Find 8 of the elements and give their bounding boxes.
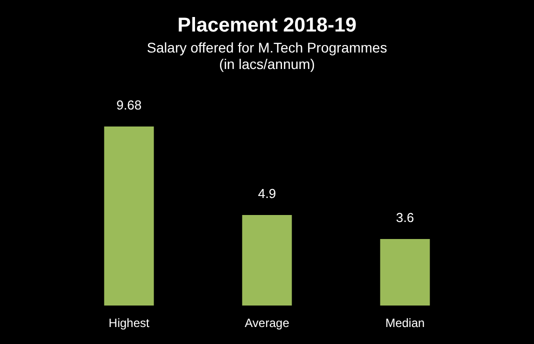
chart-title: Placement 2018-19 (177, 14, 357, 37)
x-tick-label: Average (244, 316, 290, 330)
x-tick-label: Median (385, 316, 425, 330)
x-tick-label: Highest (108, 316, 150, 330)
chart-subtitle: Salary offered for M.Tech Programmes (in lacs/annum) (146, 39, 388, 72)
data-label: 9.68 (116, 98, 142, 113)
data-label: 4.9 (258, 186, 276, 202)
data-label: 3.6 (396, 210, 414, 226)
